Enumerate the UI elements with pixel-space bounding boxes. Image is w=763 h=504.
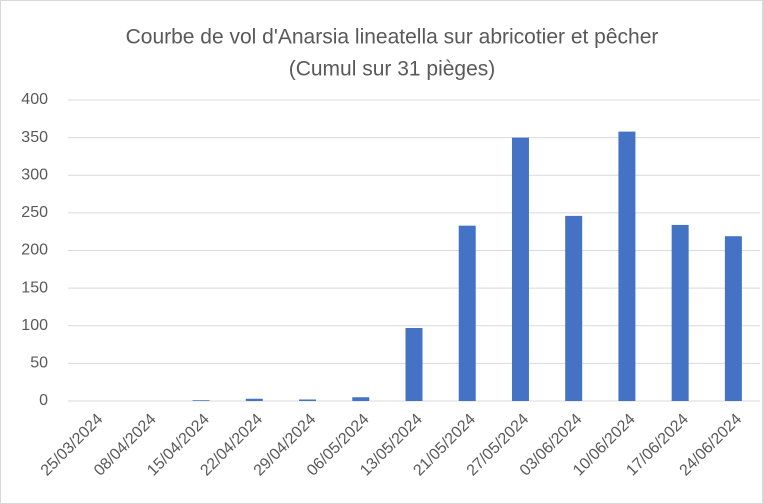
y-tick-label: 100 — [21, 317, 48, 334]
bar — [299, 399, 317, 401]
bar — [192, 400, 210, 401]
y-tick-label: 150 — [21, 279, 48, 296]
chart-title: Courbe de vol d'Anarsia lineatella sur a… — [126, 26, 659, 49]
y-tick-label: 50 — [30, 355, 48, 372]
bar — [671, 224, 689, 401]
bar — [405, 328, 423, 401]
bar — [511, 137, 529, 401]
bar — [352, 397, 370, 401]
bar — [245, 398, 263, 401]
bar — [724, 236, 742, 401]
y-tick-label: 350 — [21, 129, 48, 146]
y-tick-label: 250 — [21, 204, 48, 221]
chart-subtitle: (Cumul sur 31 pièges) — [289, 58, 496, 81]
y-tick-label: 400 — [21, 91, 48, 108]
bar — [565, 215, 583, 401]
bar — [458, 225, 476, 401]
y-tick-label: 200 — [21, 242, 48, 259]
bar — [618, 131, 636, 402]
y-tick-label: 300 — [21, 166, 48, 183]
y-tick-label: 0 — [39, 392, 48, 409]
